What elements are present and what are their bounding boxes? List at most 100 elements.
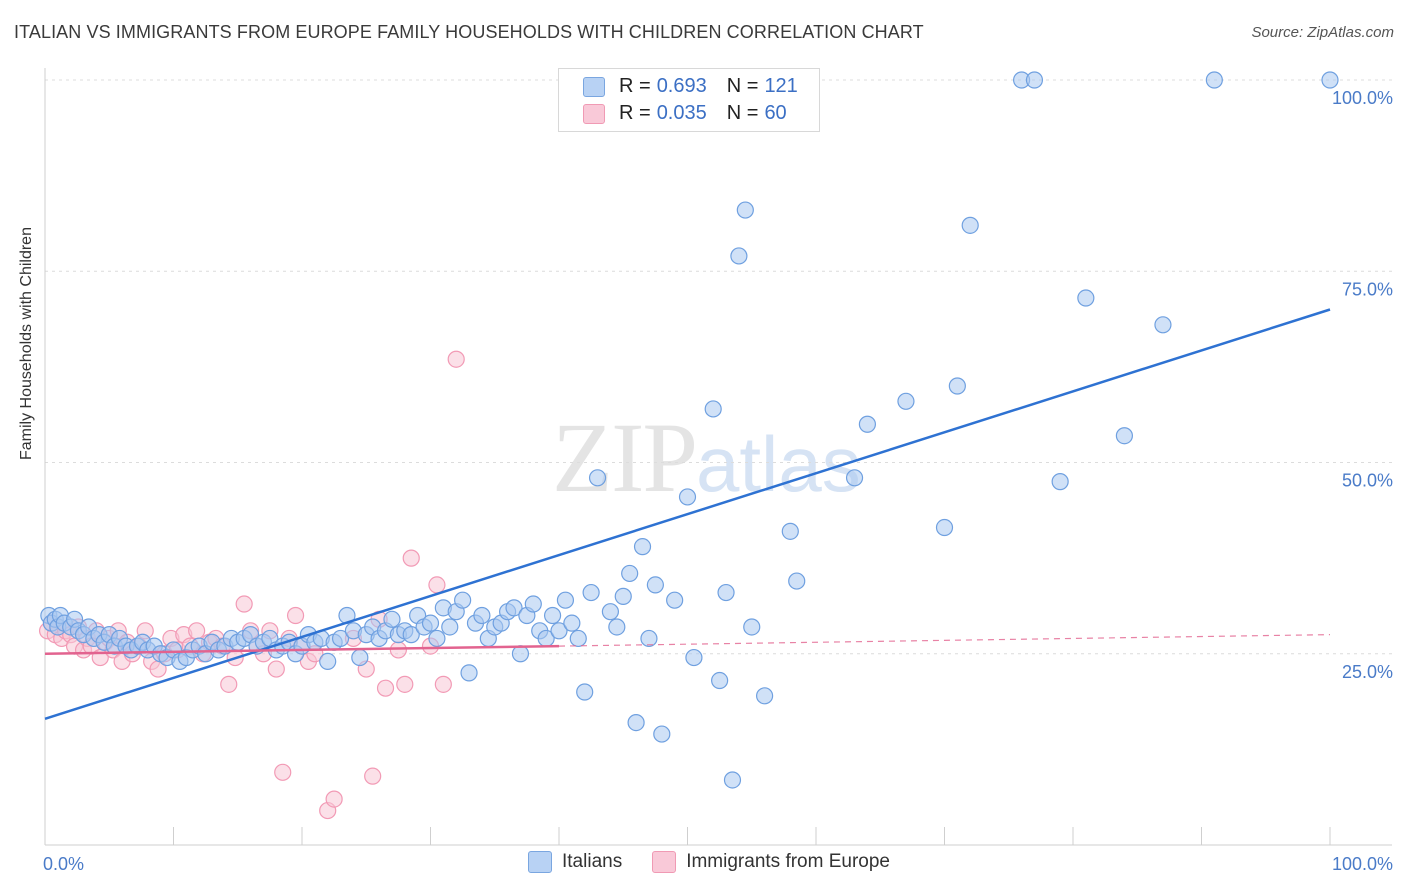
point-immigrants (325, 790, 343, 808)
point-italians (569, 629, 587, 648)
point-italians (730, 247, 748, 265)
trend-line-immigrants (44, 644, 560, 655)
point-italians (582, 583, 600, 602)
point-italians (666, 591, 684, 609)
point-immigrants (188, 622, 206, 640)
point-italians (723, 771, 742, 789)
point-immigrants (267, 660, 285, 678)
point-italians (897, 392, 915, 410)
point-italians (1025, 71, 1044, 89)
point-italians (788, 572, 806, 590)
point-italians (460, 664, 478, 682)
legend-r-label: R = (619, 75, 651, 97)
series-immigrants-from-europe (38, 350, 465, 820)
grid (45, 79, 1392, 655)
point-italians (614, 587, 632, 605)
legend-r-label: R = (619, 102, 651, 124)
tick-labels: 25.0% 50.0% 75.0% 100.0% 0.0% 100.0% (43, 88, 1393, 874)
y-tick-label: 100.0% (1332, 88, 1393, 108)
point-italians (588, 469, 607, 487)
legend-swatch-italians (583, 76, 605, 97)
point-italians (383, 610, 401, 628)
point-italians (711, 671, 729, 690)
axes (44, 68, 1392, 846)
trend-lines (44, 308, 1331, 720)
point-italians (351, 648, 369, 667)
point-immigrants (274, 763, 292, 781)
point-italians (1115, 427, 1134, 445)
point-italians (563, 614, 581, 632)
point-italians (524, 595, 542, 613)
point-immigrants (235, 595, 253, 613)
legend-n-value: 121 (764, 75, 798, 97)
x-tick-label: 100.0% (1332, 854, 1393, 874)
point-italians (961, 216, 979, 234)
point-italians (511, 645, 530, 663)
watermark-zip: ZIP (552, 402, 698, 513)
point-italians (319, 652, 337, 671)
point-immigrants (428, 576, 446, 594)
point-italians (402, 626, 420, 644)
point-italians (1205, 71, 1223, 89)
point-italians (331, 629, 350, 648)
point-immigrants (220, 675, 238, 693)
watermark-atlas: atlas (696, 420, 861, 508)
point-immigrants (376, 679, 395, 697)
point-italians (935, 518, 954, 537)
legend-row-immigrants: R = 0.035 N = 60 (583, 100, 787, 127)
point-immigrants (396, 675, 414, 693)
point-italians (858, 415, 877, 433)
point-italians (454, 591, 472, 609)
trend-line-immigrants-extrapolated (558, 634, 1331, 647)
point-italians (621, 564, 639, 583)
point-italians (653, 725, 671, 743)
point-italians (505, 599, 523, 617)
legend-r-value: 0.035 (656, 102, 707, 124)
point-italians (543, 606, 562, 625)
point-immigrants (447, 350, 465, 368)
point-italians (743, 618, 761, 636)
point-italians (421, 614, 440, 632)
point-italians (717, 583, 735, 602)
series-legend: Italians Immigrants from Europe (528, 851, 920, 873)
point-italians (627, 713, 645, 732)
chart-title: ITALIAN VS IMMIGRANTS FROM EUROPE FAMILY… (14, 22, 924, 42)
series-italians (40, 71, 1339, 789)
chart-source: Source: ZipAtlas.com (1251, 24, 1394, 41)
point-italians (633, 538, 652, 556)
point-italians (704, 400, 722, 418)
point-italians (441, 618, 459, 636)
point-italians (556, 591, 575, 609)
point-immigrants (389, 641, 407, 659)
point-italians (781, 522, 799, 540)
legend-r-value: 0.693 (656, 75, 707, 97)
point-italians (736, 201, 754, 219)
legend-n-label: N = (726, 102, 759, 124)
point-immigrants (286, 606, 305, 625)
point-italians (1077, 289, 1095, 307)
point-italians (948, 377, 966, 395)
point-italians (640, 629, 658, 648)
y-tick-label: 75.0% (1342, 279, 1393, 299)
point-italians (678, 488, 697, 506)
point-italians (473, 606, 491, 625)
point-italians (608, 618, 626, 636)
legend-label-immigrants: Immigrants from Europe (686, 851, 890, 872)
point-italians (576, 683, 594, 701)
legend-swatch-immigrants (652, 851, 677, 873)
point-italians (755, 687, 774, 705)
point-italians (845, 469, 864, 487)
legend-swatch-immigrants (583, 103, 605, 124)
point-immigrants (402, 549, 420, 567)
point-italians (1321, 71, 1339, 89)
watermark: ZIPatlas (552, 400, 861, 515)
legend-n-value: 60 (764, 102, 787, 124)
y-tick-label: 50.0% (1342, 471, 1393, 491)
legend-n-label: N = (726, 75, 759, 97)
legend-swatch-italians (528, 851, 552, 873)
point-italians (646, 576, 664, 594)
y-tick-label: 25.0% (1342, 662, 1393, 682)
x-tick-label: 0.0% (43, 854, 84, 874)
point-italians (428, 629, 446, 648)
